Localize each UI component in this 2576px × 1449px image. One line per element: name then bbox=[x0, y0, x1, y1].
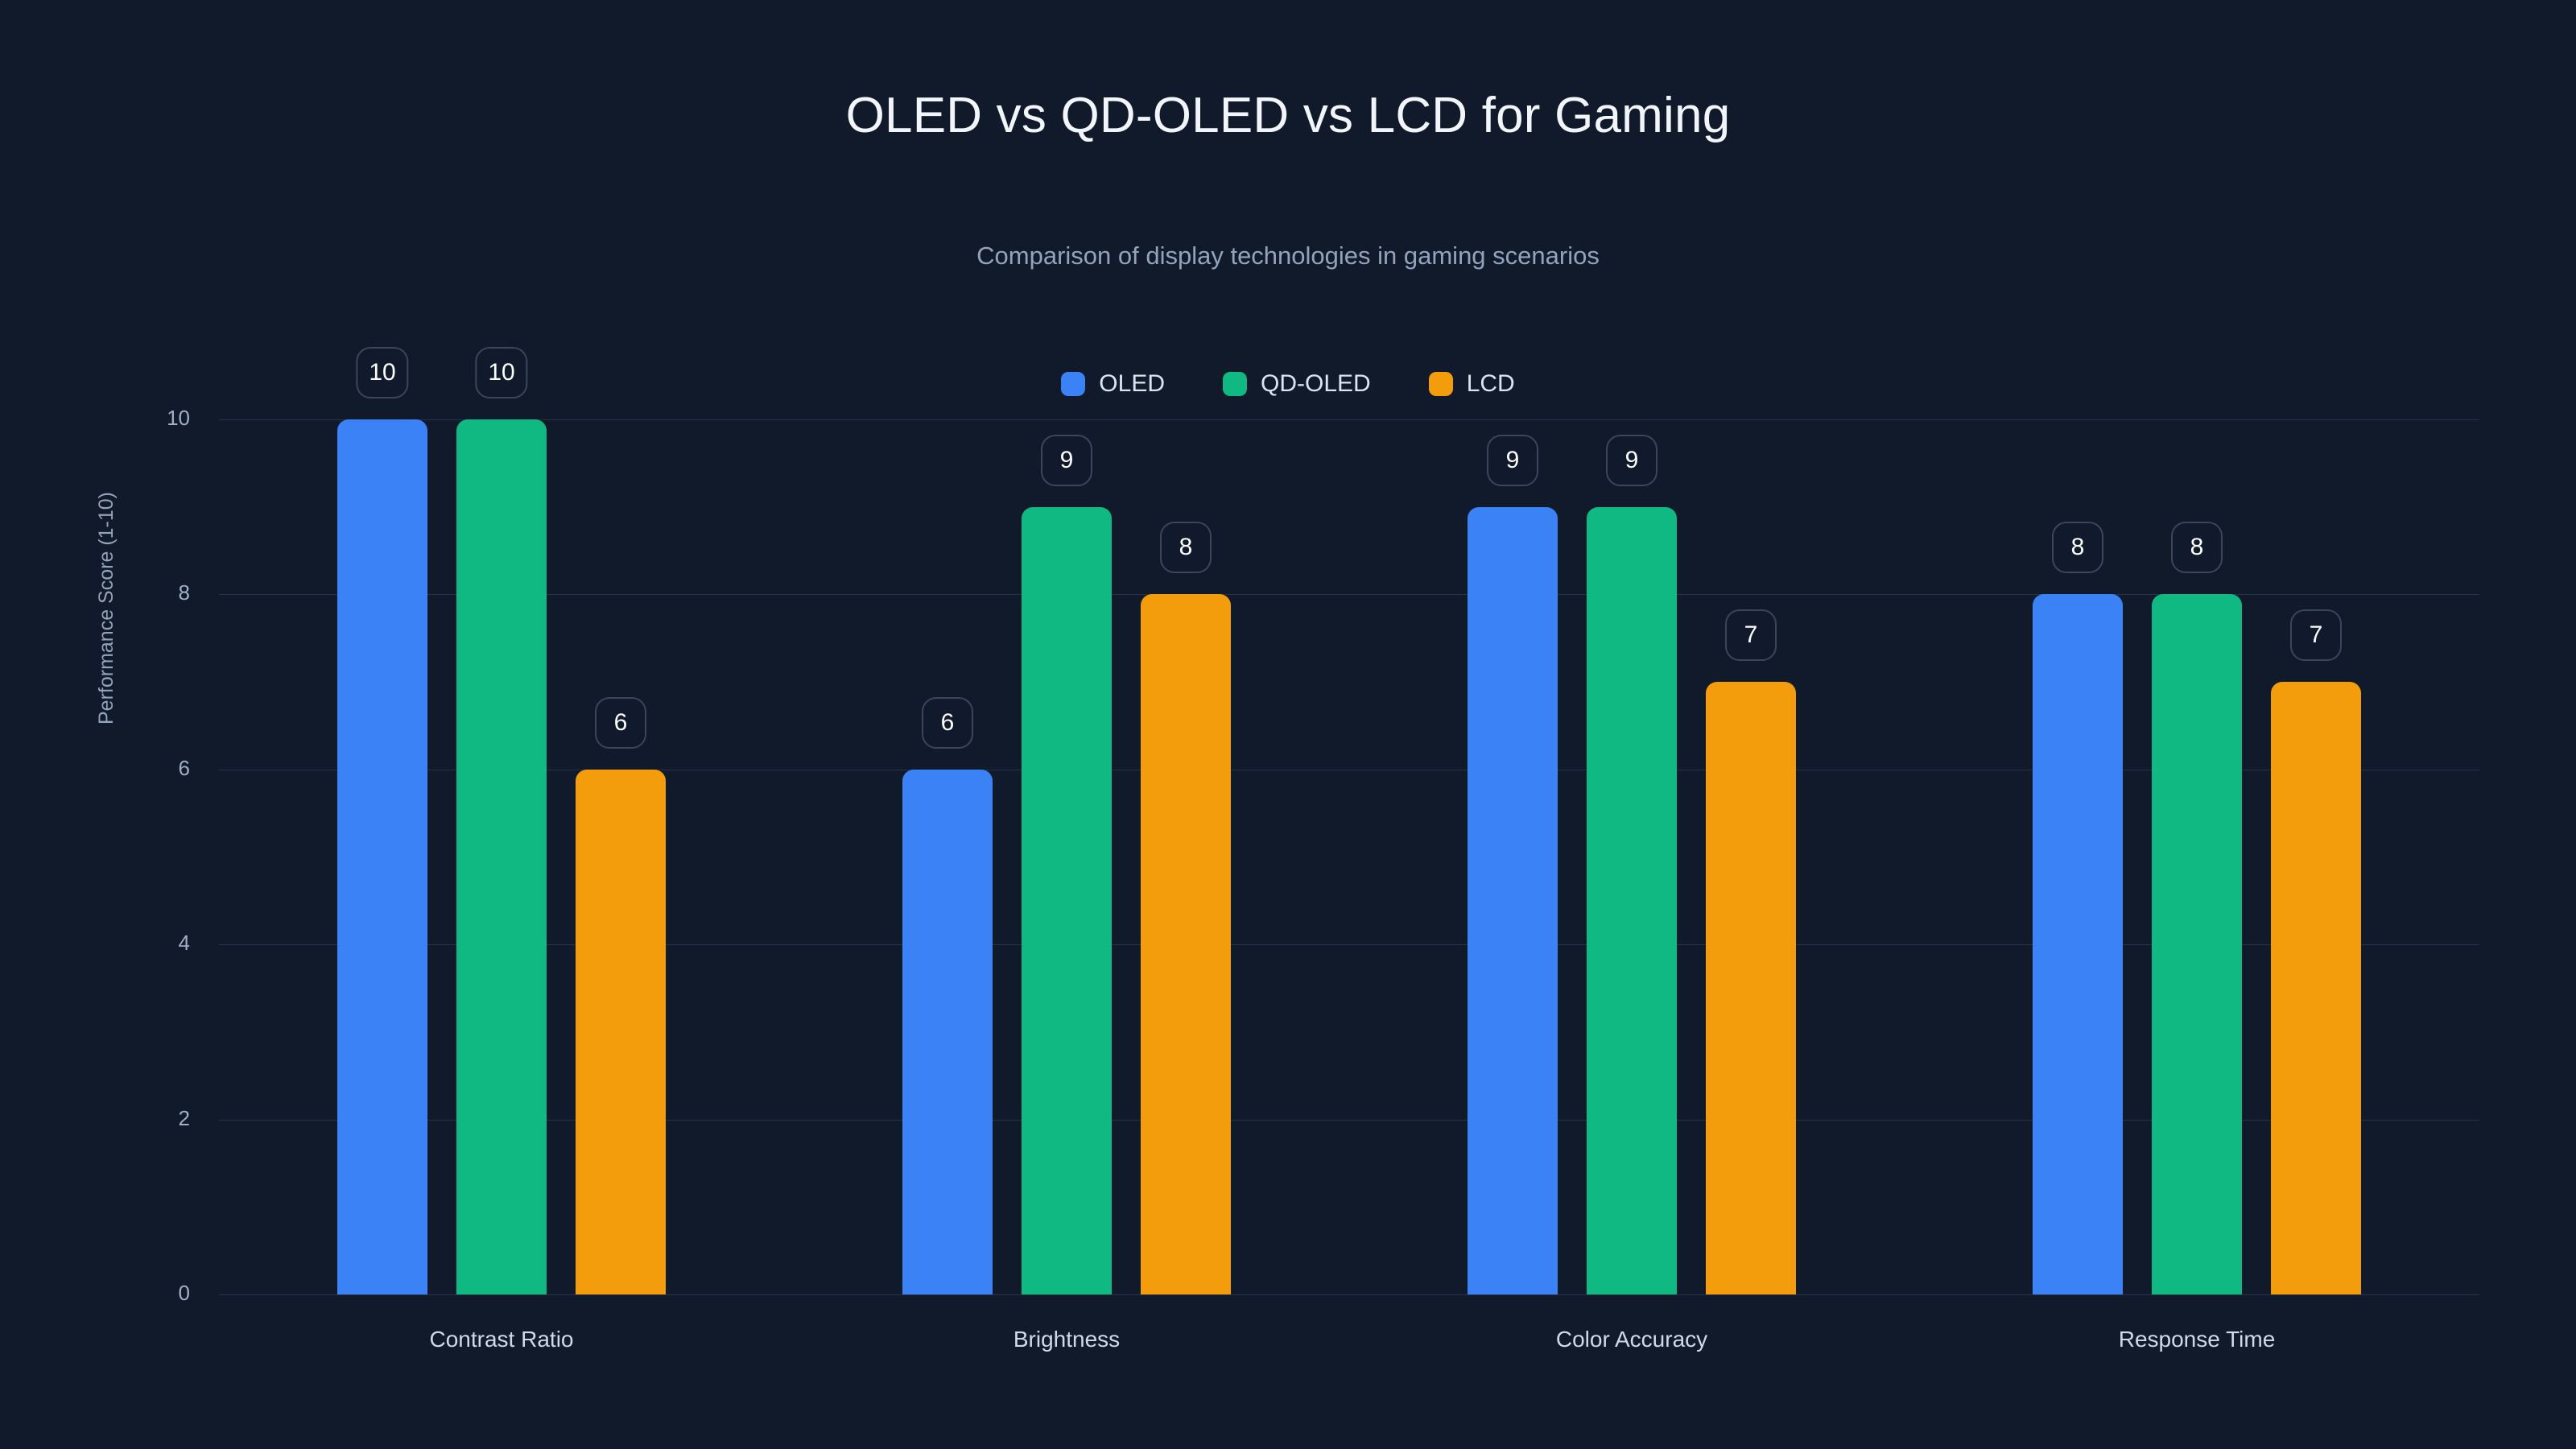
bar-value-badge: 6 bbox=[922, 696, 973, 749]
y-tick-label: 8 bbox=[178, 580, 190, 605]
legend-item-label: QD-OLED bbox=[1261, 370, 1371, 397]
legend-item-label: OLED bbox=[1099, 370, 1165, 397]
x-tick-label: Color Accuracy bbox=[1555, 1327, 1708, 1352]
y-tick-label: 6 bbox=[178, 755, 190, 780]
bar-value-badge: 10 bbox=[475, 347, 528, 398]
legend-swatch-icon bbox=[1428, 372, 1453, 396]
legend-item-qd-oled[interactable]: QD-OLED bbox=[1223, 370, 1371, 398]
bar-value-badge: 8 bbox=[2171, 522, 2223, 574]
bar[interactable] bbox=[2033, 594, 2123, 1294]
x-tick-label: Brightness bbox=[1013, 1327, 1121, 1352]
legend-item-label: LCD bbox=[1466, 370, 1515, 397]
bar[interactable] bbox=[456, 419, 547, 1294]
legend-swatch-icon bbox=[1061, 372, 1086, 396]
bar-value-badge: 9 bbox=[1606, 434, 1657, 486]
bar[interactable] bbox=[1587, 506, 1677, 1294]
y-tick-label: 2 bbox=[178, 1105, 190, 1130]
chart-title: OLED vs QD-OLED vs LCD for Gaming bbox=[845, 88, 1731, 143]
gridline bbox=[219, 1119, 2479, 1121]
bar-value-badge: 8 bbox=[2052, 522, 2103, 574]
bar[interactable] bbox=[2152, 594, 2242, 1294]
legend-item-lcd[interactable]: LCD bbox=[1428, 370, 1515, 398]
bar[interactable] bbox=[576, 769, 666, 1294]
bar-value-badge: 8 bbox=[1160, 522, 1212, 574]
legend-item-oled[interactable]: OLED bbox=[1061, 370, 1165, 398]
chart-subtitle: Comparison of display technologies in ga… bbox=[976, 242, 1600, 270]
gridline bbox=[219, 419, 2479, 420]
y-tick-label: 10 bbox=[167, 406, 190, 430]
y-tick-label: 0 bbox=[178, 1281, 190, 1305]
bar[interactable] bbox=[1141, 594, 1231, 1294]
gridline bbox=[219, 594, 2479, 596]
bar-value-badge: 9 bbox=[1487, 434, 1538, 486]
bar-value-badge: 7 bbox=[2290, 609, 2342, 662]
gridline bbox=[219, 944, 2479, 946]
bar-value-badge: 7 bbox=[1725, 609, 1777, 662]
bar[interactable] bbox=[2271, 682, 2361, 1294]
x-tick-label: Contrast Ratio bbox=[429, 1327, 574, 1352]
plot-area bbox=[219, 419, 2479, 1295]
bar-value-badge: 10 bbox=[356, 347, 409, 398]
bar[interactable] bbox=[337, 419, 427, 1294]
legend-swatch-icon bbox=[1223, 372, 1247, 396]
bar[interactable] bbox=[902, 769, 993, 1294]
bar-value-badge: 6 bbox=[595, 696, 646, 749]
bar[interactable] bbox=[1706, 682, 1796, 1294]
bar[interactable] bbox=[1022, 506, 1112, 1294]
bar[interactable] bbox=[1468, 506, 1558, 1294]
y-axis-title: Performance Score (1-10) bbox=[95, 491, 118, 724]
bar-value-badge: 9 bbox=[1041, 434, 1092, 486]
gridline bbox=[219, 1294, 2479, 1295]
x-tick-label: Response Time bbox=[2118, 1327, 2276, 1352]
y-tick-label: 4 bbox=[178, 931, 190, 956]
